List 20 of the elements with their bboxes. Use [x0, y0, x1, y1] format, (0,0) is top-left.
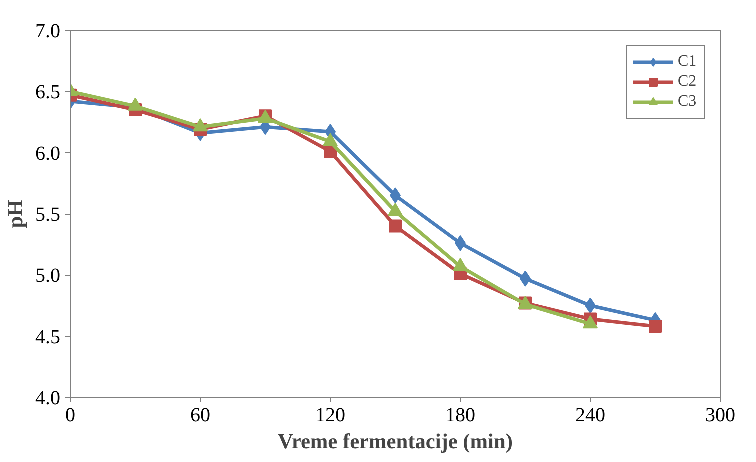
y-tick-label: 5.5	[36, 204, 60, 226]
y-axis-title: pH	[4, 199, 28, 228]
legend-label: C1	[678, 53, 698, 71]
y-tick-label: 4.5	[36, 326, 60, 348]
x-axis-title: Vreme fermentacije (min)	[278, 430, 513, 454]
point	[389, 220, 402, 233]
x-tick-label: 0	[66, 404, 76, 426]
legend-label: C2	[678, 73, 698, 91]
y-tick-label: 7.0	[36, 20, 60, 42]
x-tick-label: 120	[316, 404, 346, 426]
legend-label: C3	[678, 93, 698, 111]
x-tick-label: 300	[706, 404, 736, 426]
y-tick-label: 6.5	[36, 82, 60, 104]
x-tick-label: 180	[446, 404, 476, 426]
y-tick-label: 6.0	[36, 142, 60, 165]
y-tick-label: 4.0	[36, 388, 60, 410]
point	[649, 320, 662, 334]
x-tick-label: 60	[190, 404, 210, 426]
y-tick-label: 5.0	[36, 265, 60, 288]
x-tick-label: 240	[576, 404, 606, 426]
